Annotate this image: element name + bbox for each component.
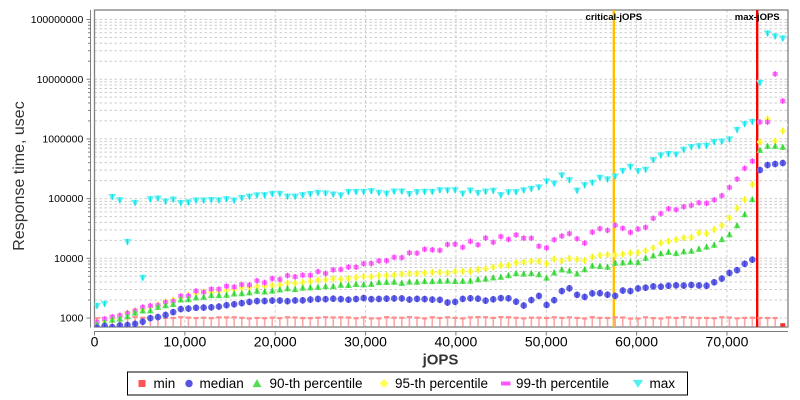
- svg-text:30,000: 30,000: [344, 334, 387, 350]
- svg-text:max: max: [650, 376, 676, 391]
- svg-text:100000000: 100000000: [31, 14, 84, 26]
- svg-text:min: min: [154, 376, 176, 391]
- svg-text:critical-jOPS: critical-jOPS: [586, 12, 643, 23]
- svg-text:0: 0: [91, 334, 99, 350]
- svg-text:1000000: 1000000: [42, 134, 83, 146]
- svg-text:1000: 1000: [60, 313, 84, 325]
- svg-text:40,000: 40,000: [434, 334, 477, 350]
- svg-text:99-th percentile: 99-th percentile: [516, 376, 609, 391]
- svg-text:20,000: 20,000: [254, 334, 297, 350]
- svg-text:max-jOPS: max-jOPS: [735, 12, 780, 23]
- svg-text:70,000: 70,000: [706, 334, 749, 350]
- svg-text:10000: 10000: [54, 253, 83, 265]
- svg-text:90-th percentile: 90-th percentile: [270, 376, 363, 391]
- svg-text:Response time, usec: Response time, usec: [11, 101, 28, 250]
- svg-text:100000: 100000: [48, 193, 83, 205]
- svg-text:jOPS: jOPS: [422, 352, 459, 369]
- svg-text:95-th percentile: 95-th percentile: [395, 376, 488, 391]
- svg-text:median: median: [200, 376, 244, 391]
- svg-text:10,000: 10,000: [163, 334, 206, 350]
- svg-text:10000000: 10000000: [37, 74, 84, 86]
- svg-text:60,000: 60,000: [615, 334, 658, 350]
- svg-text:50,000: 50,000: [525, 334, 568, 350]
